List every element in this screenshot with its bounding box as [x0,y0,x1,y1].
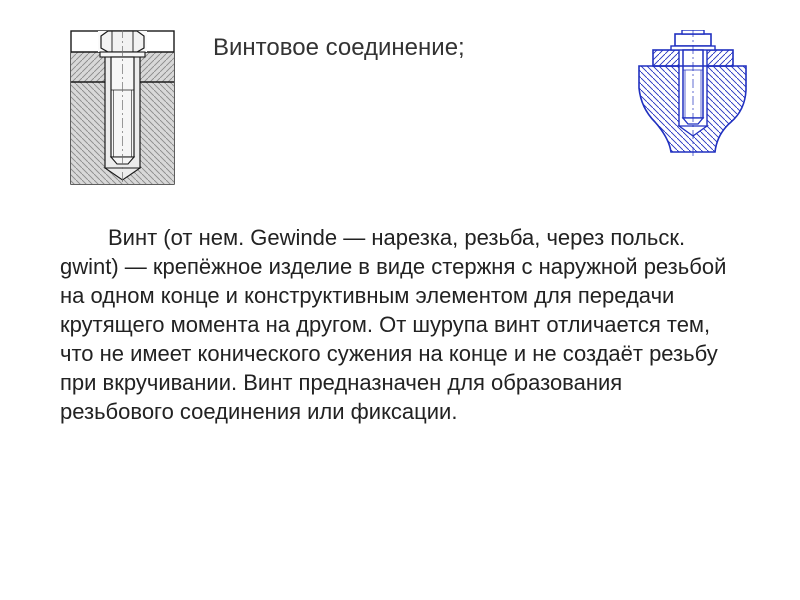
figure-bolt-grayscale [70,30,175,185]
screw-cross-section-icon [635,30,750,160]
slide-page: Винтовое соединение; [0,0,800,600]
body-paragraph: Винт (от нем. Gewinde — нарезка, резьба,… [60,223,740,426]
bolt-cross-section-icon [70,30,175,185]
figure-screw-blue [635,30,750,160]
top-row: Винтовое соединение; [60,30,740,185]
title-wrap: Винтовое соединение; [205,30,605,62]
slide-title: Винтовое соединение; [213,34,605,62]
